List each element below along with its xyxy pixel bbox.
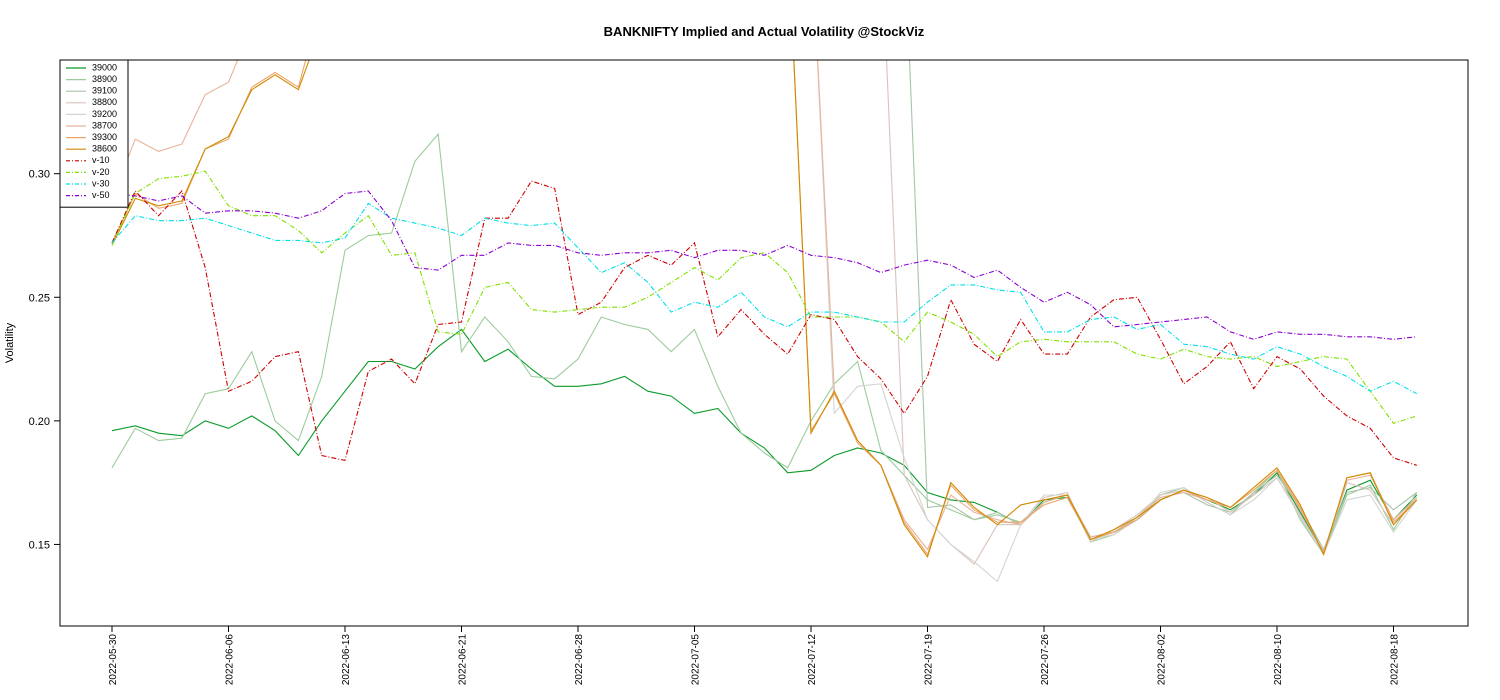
legend-label: 38600 bbox=[92, 144, 117, 154]
legend-label: v-50 bbox=[92, 190, 110, 200]
series-line bbox=[111, 60, 1418, 554]
legend-label: v-10 bbox=[92, 155, 110, 165]
legend-label: 39000 bbox=[92, 62, 117, 72]
x-tick-label: 2022-07-12 bbox=[807, 634, 818, 686]
legend-box bbox=[59, 59, 129, 208]
x-tick-label: 2022-07-05 bbox=[691, 634, 702, 686]
y-tick-label: 0.25 bbox=[29, 292, 50, 304]
legend-label: 38900 bbox=[92, 74, 117, 84]
legend-label: 38700 bbox=[92, 120, 117, 130]
legend-label: 39100 bbox=[92, 86, 117, 96]
x-tick-label: 2022-08-02 bbox=[1157, 634, 1168, 686]
x-tick-label: 2022-06-28 bbox=[574, 634, 585, 686]
legend-label: 39300 bbox=[92, 132, 117, 142]
x-tick-label: 2022-06-13 bbox=[341, 634, 352, 686]
x-tick-label: 2022-08-10 bbox=[1273, 634, 1284, 686]
axes: 0.15 0.20 0.25 0.30 2022-05-30 2022-06-06 2022… bbox=[29, 169, 1401, 685]
plot-lines bbox=[111, 60, 1418, 583]
series-line bbox=[111, 60, 1418, 556]
plot-frame bbox=[59, 59, 1469, 627]
legend-label: 38800 bbox=[92, 97, 117, 107]
legend-label: v-20 bbox=[92, 167, 110, 177]
x-tick-label: 2022-05-30 bbox=[108, 634, 119, 686]
y-tick-label: 0.15 bbox=[29, 539, 50, 551]
series-line bbox=[111, 190, 1417, 340]
x-tick-label: 2022-07-19 bbox=[924, 634, 935, 686]
x-tick-label: 2022-06-06 bbox=[225, 634, 236, 686]
legend-label: 39200 bbox=[92, 109, 117, 119]
series-line bbox=[111, 180, 1417, 466]
series-line bbox=[111, 170, 1417, 424]
x-tick-label: 2022-06-21 bbox=[458, 634, 469, 686]
y-tick-label: 0.30 bbox=[29, 169, 50, 181]
series-line bbox=[111, 202, 1418, 395]
series-line bbox=[111, 60, 1418, 559]
x-tick-label: 2022-08-18 bbox=[1390, 634, 1401, 686]
legend-label: v-30 bbox=[92, 178, 110, 188]
y-tick-label: 0.20 bbox=[29, 416, 50, 428]
x-tick-label: 2022-07-26 bbox=[1040, 634, 1051, 686]
chart-title: BANKNIFTY Implied and Actual Volatility … bbox=[604, 24, 925, 39]
y-axis-label: Volatility bbox=[4, 322, 16, 363]
series-line bbox=[909, 60, 1418, 551]
